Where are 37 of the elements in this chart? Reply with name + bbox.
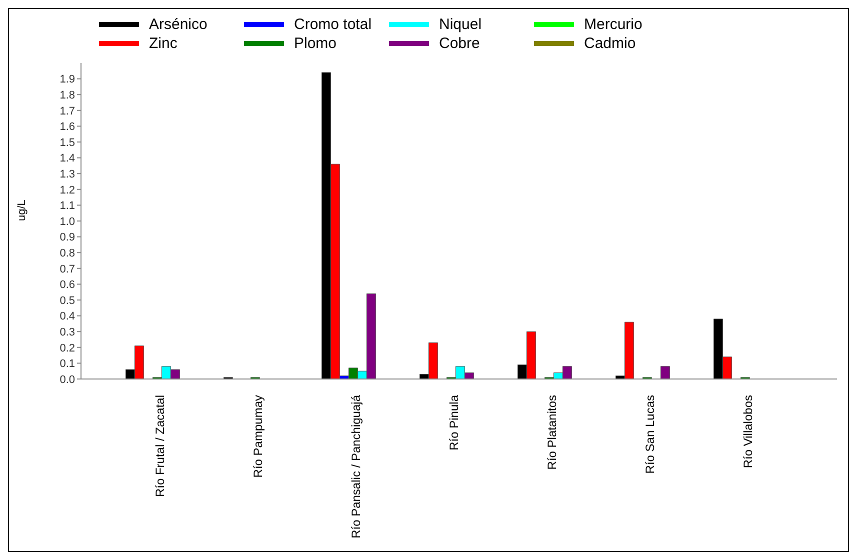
y-tick-label: 1.9 [60, 74, 75, 86]
x-tick-label: Río Pampumay [251, 395, 265, 478]
x-tick-label: Río Pinula [447, 394, 461, 450]
y-tick-label: 0.6 [60, 279, 75, 292]
legend-label: Zinc [149, 35, 178, 52]
x-tick-label: Río Pansalic / Panchiguajá [349, 394, 363, 538]
y-tick-label: 1.4 [60, 152, 75, 165]
y-tick-label: 1.0 [60, 216, 75, 228]
y-tick-label: 0.9 [60, 232, 75, 244]
legend-label: Cromo total [294, 16, 372, 33]
legend-label: Mercurio [584, 16, 642, 33]
y-tick-label: 1.8 [60, 90, 75, 102]
y-tick-label: 1.7 [60, 105, 75, 118]
x-tick-label: Río Frutal / Zacatal [153, 395, 167, 498]
y-tick-label: 1.3 [60, 168, 75, 181]
y-tick-label: 0.3 [60, 326, 75, 339]
y-tick-label: 0.7 [60, 263, 75, 276]
x-tick-label: Río Villalobos [741, 395, 755, 468]
y-axis-title: ug/L [16, 200, 28, 221]
y-tick-label: 0.8 [60, 248, 75, 260]
bar [660, 366, 670, 379]
y-tick-label: 0.2 [60, 342, 75, 354]
y-tick-label: 0.0 [60, 374, 75, 386]
y-tick-label: 1.1 [60, 200, 75, 212]
x-tick-label: Río Platanitos [545, 395, 559, 470]
legend-label: Cadmio [584, 35, 636, 52]
y-tick-label: 1.2 [60, 184, 75, 196]
y-tick-label: 1.6 [60, 121, 75, 134]
legend-label: Arsénico [149, 16, 208, 33]
legend-label: Cobre [439, 35, 480, 52]
y-tick-label: 1.5 [60, 136, 75, 149]
legend-label: Niquel [439, 16, 482, 33]
y-tick-label: 0.1 [60, 358, 75, 370]
y-tick-label: 0.5 [60, 294, 75, 307]
y-tick-label: 0.4 [60, 310, 75, 323]
legend-label: Plomo [294, 35, 337, 52]
x-tick-label: Río San Lucas [643, 395, 657, 474]
